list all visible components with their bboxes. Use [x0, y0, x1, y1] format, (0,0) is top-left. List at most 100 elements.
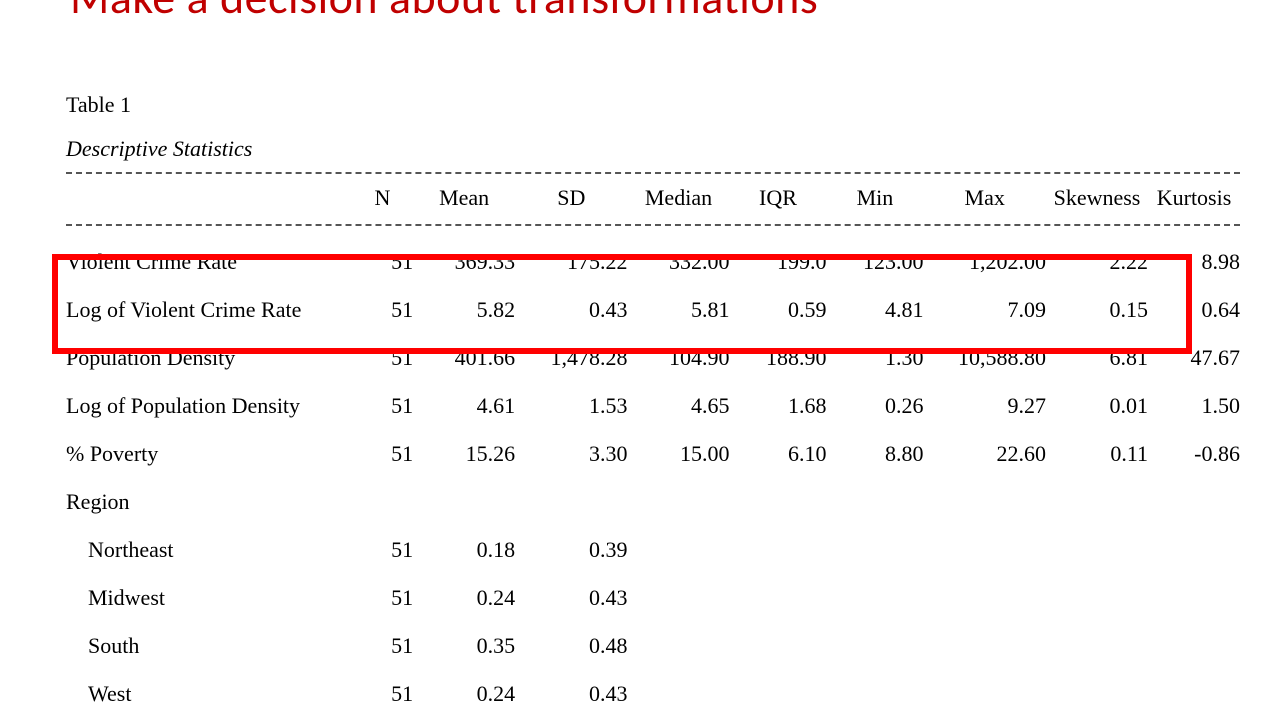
cell-skewness: 0.01 [1046, 382, 1148, 430]
cell-max: 22.60 [923, 430, 1046, 478]
row-label: Northeast [66, 526, 352, 574]
cell-n: 51 [352, 286, 413, 334]
cell-max: 10,588.80 [923, 334, 1046, 382]
cell-min [826, 574, 923, 622]
cell-median [627, 574, 729, 622]
stats-table: N Mean SD Median IQR Min Max Skewness Ku… [66, 174, 1240, 718]
table-number-label: Table 1 [66, 92, 1240, 118]
table-row: Log of Violent Crime Rate515.820.435.810… [66, 286, 1240, 334]
cell-n [352, 478, 413, 526]
table-row: Midwest510.240.43 [66, 574, 1240, 622]
cell-mean: 15.26 [413, 430, 515, 478]
cell-skewness: 2.22 [1046, 238, 1148, 286]
row-label: Log of Population Density [66, 382, 352, 430]
cell-skewness [1046, 478, 1148, 526]
col-header-kurtosis: Kurtosis [1148, 174, 1240, 222]
table-header-rule [66, 224, 1240, 226]
cell-iqr: 199.0 [730, 238, 827, 286]
col-header-min: Min [826, 174, 923, 222]
row-label: Midwest [66, 574, 352, 622]
cell-mean: 4.61 [413, 382, 515, 430]
row-label: South [66, 622, 352, 670]
cell-sd: 175.22 [515, 238, 627, 286]
cell-median [627, 478, 729, 526]
cell-mean: 0.24 [413, 670, 515, 718]
cell-min: 1.30 [826, 334, 923, 382]
cell-kurtosis: 8.98 [1148, 238, 1240, 286]
cell-n: 51 [352, 334, 413, 382]
cell-skewness [1046, 670, 1148, 718]
page-title: Make a decision about transformations [70, 0, 818, 26]
cell-median: 5.81 [627, 286, 729, 334]
col-header-iqr: IQR [730, 174, 827, 222]
row-label: Violent Crime Rate [66, 238, 352, 286]
cell-median: 104.90 [627, 334, 729, 382]
cell-iqr: 6.10 [730, 430, 827, 478]
cell-sd: 1,478.28 [515, 334, 627, 382]
cell-kurtosis [1148, 574, 1240, 622]
cell-n: 51 [352, 622, 413, 670]
cell-min: 8.80 [826, 430, 923, 478]
cell-iqr [730, 478, 827, 526]
cell-iqr [730, 526, 827, 574]
row-label: % Poverty [66, 430, 352, 478]
cell-n: 51 [352, 430, 413, 478]
cell-median: 4.65 [627, 382, 729, 430]
cell-min: 4.81 [826, 286, 923, 334]
col-header-max: Max [923, 174, 1046, 222]
cell-iqr: 188.90 [730, 334, 827, 382]
cell-n: 51 [352, 670, 413, 718]
cell-mean: 5.82 [413, 286, 515, 334]
cell-skewness [1046, 574, 1148, 622]
cell-kurtosis [1148, 478, 1240, 526]
row-label: Region [66, 478, 352, 526]
cell-kurtosis [1148, 670, 1240, 718]
cell-iqr: 0.59 [730, 286, 827, 334]
table-row: Population Density51401.661,478.28104.90… [66, 334, 1240, 382]
cell-min [826, 478, 923, 526]
cell-min [826, 526, 923, 574]
cell-max [923, 478, 1046, 526]
table-row: West510.240.43 [66, 670, 1240, 718]
cell-skewness [1046, 526, 1148, 574]
cell-mean: 401.66 [413, 334, 515, 382]
cell-sd [515, 478, 627, 526]
cell-sd: 0.43 [515, 286, 627, 334]
cell-kurtosis: 1.50 [1148, 382, 1240, 430]
cell-sd: 0.39 [515, 526, 627, 574]
cell-min: 0.26 [826, 382, 923, 430]
cell-iqr [730, 622, 827, 670]
cell-kurtosis: -0.86 [1148, 430, 1240, 478]
descriptive-stats-table: Table 1 Descriptive Statistics N Mean SD… [66, 92, 1240, 718]
cell-n: 51 [352, 382, 413, 430]
col-header-n: N [352, 174, 413, 222]
cell-sd: 0.43 [515, 574, 627, 622]
row-label: Log of Violent Crime Rate [66, 286, 352, 334]
cell-min: 123.00 [826, 238, 923, 286]
cell-mean: 0.35 [413, 622, 515, 670]
table-row: Log of Population Density514.611.534.65 1… [66, 382, 1240, 430]
cell-max: 9.27 [923, 382, 1046, 430]
row-label: Population Density [66, 334, 352, 382]
cell-kurtosis: 47.67 [1148, 334, 1240, 382]
cell-kurtosis [1148, 526, 1240, 574]
col-header-median: Median [627, 174, 729, 222]
cell-sd: 1.53 [515, 382, 627, 430]
cell-sd: 3.30 [515, 430, 627, 478]
cell-sd: 0.48 [515, 622, 627, 670]
table-row: South510.350.48 [66, 622, 1240, 670]
cell-iqr [730, 670, 827, 718]
cell-median [627, 526, 729, 574]
cell-kurtosis [1148, 622, 1240, 670]
cell-n: 51 [352, 526, 413, 574]
cell-n: 51 [352, 238, 413, 286]
cell-mean [413, 478, 515, 526]
col-header-skewness: Skewness [1046, 174, 1148, 222]
cell-max [923, 670, 1046, 718]
col-header-mean: Mean [413, 174, 515, 222]
cell-n: 51 [352, 574, 413, 622]
table-row: Violent Crime Rate51369.33175.22332.0019… [66, 238, 1240, 286]
cell-max: 1,202.00 [923, 238, 1046, 286]
table-caption: Descriptive Statistics [66, 136, 1240, 162]
table-row: Northeast510.180.39 [66, 526, 1240, 574]
